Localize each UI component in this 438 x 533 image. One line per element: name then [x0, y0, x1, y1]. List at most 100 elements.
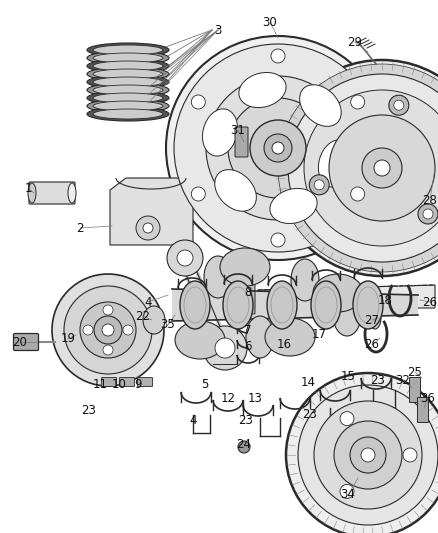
Circle shape — [177, 250, 193, 266]
Ellipse shape — [93, 93, 163, 103]
Circle shape — [288, 74, 438, 262]
Circle shape — [272, 142, 284, 154]
FancyBboxPatch shape — [120, 377, 134, 386]
Text: 9: 9 — [134, 377, 142, 391]
Ellipse shape — [291, 259, 319, 301]
Text: 29: 29 — [347, 36, 363, 49]
Text: 26: 26 — [364, 338, 379, 351]
Circle shape — [123, 325, 133, 335]
Ellipse shape — [220, 248, 270, 286]
Text: 31: 31 — [230, 124, 245, 136]
Circle shape — [143, 223, 153, 233]
Circle shape — [423, 209, 433, 219]
Circle shape — [83, 325, 93, 335]
Text: 6: 6 — [244, 340, 252, 352]
Ellipse shape — [93, 61, 163, 71]
Ellipse shape — [215, 169, 256, 211]
Text: 22: 22 — [135, 310, 151, 322]
Circle shape — [418, 204, 438, 224]
Circle shape — [274, 60, 438, 276]
Polygon shape — [110, 178, 193, 245]
Ellipse shape — [204, 256, 232, 298]
Text: 23: 23 — [81, 403, 96, 416]
Text: 2: 2 — [76, 222, 84, 235]
Circle shape — [309, 175, 329, 195]
Text: 1: 1 — [24, 182, 32, 195]
Ellipse shape — [87, 43, 169, 57]
Text: 35: 35 — [161, 319, 175, 332]
Circle shape — [102, 324, 114, 336]
Circle shape — [314, 401, 422, 509]
Ellipse shape — [143, 306, 165, 334]
Circle shape — [206, 76, 350, 220]
Ellipse shape — [93, 109, 163, 119]
Text: 24: 24 — [237, 439, 251, 451]
Text: 7: 7 — [244, 324, 252, 336]
Ellipse shape — [87, 91, 169, 105]
Ellipse shape — [87, 83, 169, 97]
Ellipse shape — [267, 281, 297, 329]
Circle shape — [250, 120, 306, 176]
Circle shape — [166, 36, 390, 260]
Text: 5: 5 — [201, 378, 208, 392]
FancyBboxPatch shape — [243, 284, 255, 314]
Ellipse shape — [87, 107, 169, 121]
Ellipse shape — [180, 281, 210, 329]
Ellipse shape — [87, 99, 169, 113]
FancyBboxPatch shape — [417, 398, 428, 423]
Circle shape — [167, 240, 203, 276]
Text: 15: 15 — [341, 369, 356, 383]
Circle shape — [394, 100, 404, 110]
Circle shape — [374, 160, 390, 176]
Circle shape — [203, 326, 247, 370]
Text: 28: 28 — [423, 193, 438, 206]
Ellipse shape — [333, 294, 361, 336]
Circle shape — [286, 373, 438, 533]
Text: 8: 8 — [244, 286, 252, 298]
Text: 18: 18 — [378, 294, 392, 306]
Circle shape — [298, 385, 438, 525]
Circle shape — [94, 316, 122, 344]
Text: 34: 34 — [341, 489, 356, 502]
FancyBboxPatch shape — [102, 377, 117, 386]
Ellipse shape — [93, 77, 163, 87]
Ellipse shape — [93, 69, 163, 79]
Circle shape — [340, 411, 354, 426]
FancyBboxPatch shape — [235, 127, 248, 157]
Ellipse shape — [318, 140, 353, 187]
Text: 10: 10 — [112, 377, 127, 391]
Text: 4: 4 — [144, 295, 152, 309]
Ellipse shape — [87, 67, 169, 81]
Circle shape — [351, 187, 365, 201]
Circle shape — [228, 98, 328, 198]
Text: 19: 19 — [60, 333, 75, 345]
Circle shape — [103, 305, 113, 315]
Circle shape — [64, 286, 152, 374]
Ellipse shape — [265, 318, 315, 356]
Circle shape — [191, 187, 205, 201]
Text: 12: 12 — [220, 392, 236, 405]
Ellipse shape — [311, 281, 341, 329]
Circle shape — [174, 44, 382, 252]
Ellipse shape — [93, 53, 163, 63]
Ellipse shape — [87, 75, 169, 89]
Ellipse shape — [239, 72, 286, 108]
Circle shape — [215, 338, 235, 358]
Text: 23: 23 — [303, 408, 318, 422]
Circle shape — [271, 49, 285, 63]
Ellipse shape — [93, 45, 163, 55]
Text: 4: 4 — [189, 414, 197, 426]
Text: 23: 23 — [239, 414, 254, 426]
Text: 13: 13 — [247, 392, 262, 405]
Text: 36: 36 — [420, 392, 435, 405]
Circle shape — [264, 134, 292, 162]
Text: 32: 32 — [396, 374, 410, 386]
Circle shape — [238, 441, 250, 453]
Ellipse shape — [93, 85, 163, 95]
Text: 25: 25 — [408, 366, 422, 378]
Ellipse shape — [87, 59, 169, 73]
Circle shape — [361, 448, 375, 462]
Ellipse shape — [223, 281, 253, 329]
FancyBboxPatch shape — [29, 182, 75, 204]
Circle shape — [362, 148, 402, 188]
